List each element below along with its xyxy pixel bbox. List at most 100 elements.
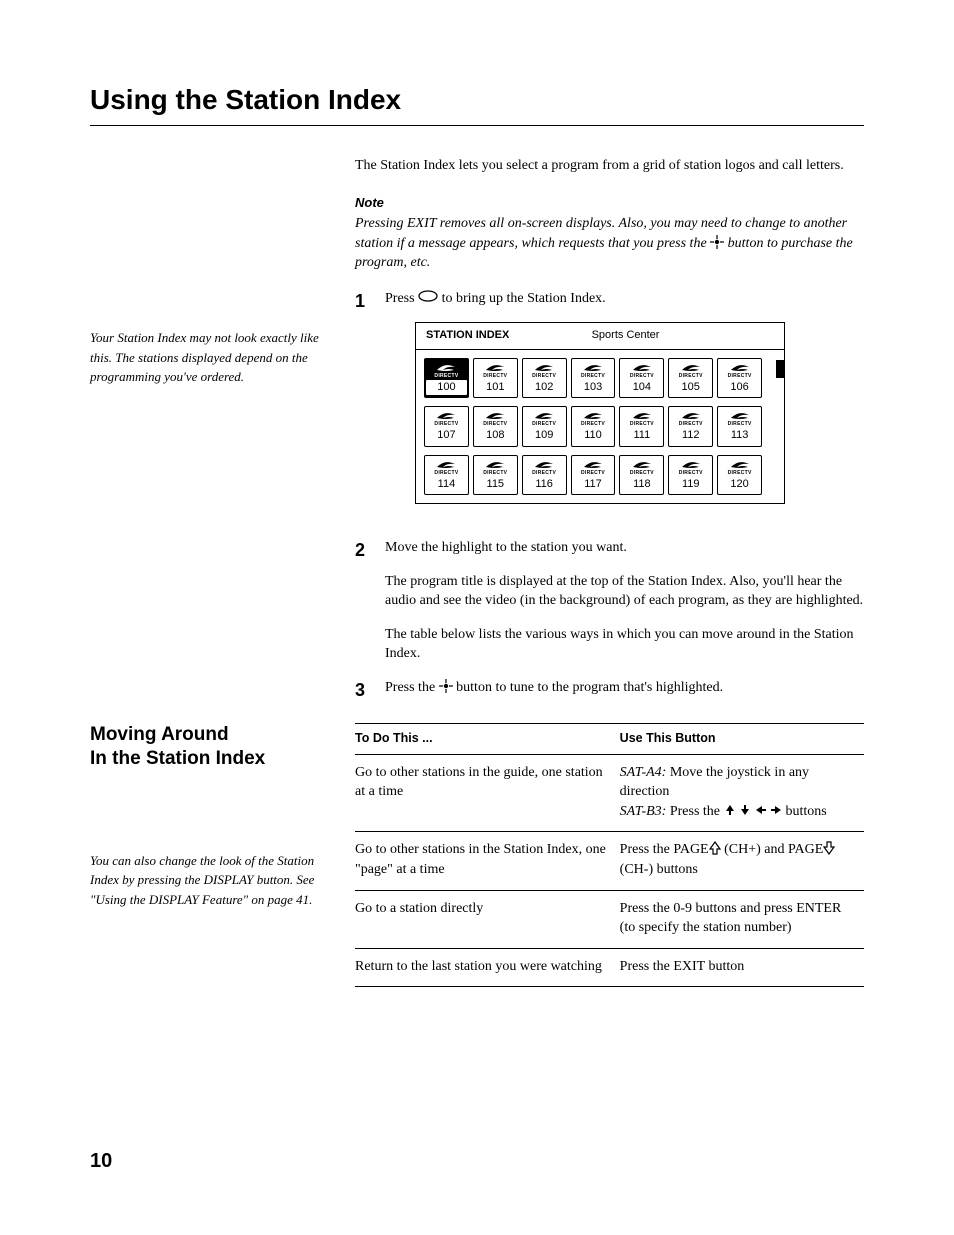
station-brand: DIRECTV <box>474 374 517 379</box>
step-3: 3 Press the button to tune to the progra… <box>355 678 864 703</box>
station-brand: DIRECTV <box>425 471 468 476</box>
station-row: DIRECTV100DIRECTV101DIRECTV102DIRECTV103… <box>424 358 762 398</box>
station-cell: DIRECTV109 <box>522 406 567 446</box>
station-number: 119 <box>669 477 712 492</box>
sat-b3-after: buttons <box>786 804 827 819</box>
table-cell-left: Go to a station directly <box>355 890 620 948</box>
station-number: 100 <box>426 380 467 395</box>
station-cell: DIRECTV107 <box>424 406 469 446</box>
station-row: DIRECTV107DIRECTV108DIRECTV109DIRECTV110… <box>424 406 762 446</box>
table-cell-left: Go to other stations in the Station Inde… <box>355 832 620 890</box>
station-brand: DIRECTV <box>718 374 761 379</box>
station-brand: DIRECTV <box>669 422 712 427</box>
joystick-press-icon <box>439 678 453 698</box>
table-row: Go to other stations in the guide, one s… <box>355 754 864 832</box>
station-index-figure: STATION INDEX Sports Center DIRECTV100DI… <box>415 322 785 504</box>
step-2: 2 Move the highlight to the station you … <box>355 538 864 664</box>
navigation-table: To Do This ... Use This Button Go to oth… <box>355 723 864 987</box>
station-cell: DIRECTV117 <box>571 455 616 495</box>
step-2-p2: The program title is displayed at the to… <box>385 572 864 611</box>
table-row: Go to a station directly Press the 0-9 b… <box>355 890 864 948</box>
station-number: 116 <box>523 477 566 492</box>
station-number: 114 <box>425 477 468 492</box>
station-number: 117 <box>572 477 615 492</box>
step-2-number: 2 <box>355 538 371 664</box>
station-number: 110 <box>572 428 615 443</box>
page-up-icon <box>709 842 721 857</box>
station-cell: DIRECTV106 <box>717 358 762 398</box>
station-number: 111 <box>620 428 663 443</box>
table-cell-left: Return to the last station you were watc… <box>355 948 620 987</box>
figure-header-left: STATION INDEX <box>416 323 582 348</box>
scrollbar-thumb <box>776 360 784 378</box>
station-brand: DIRECTV <box>523 422 566 427</box>
station-brand: DIRECTV <box>718 471 761 476</box>
side-note-2: You can also change the look of the Stat… <box>90 851 335 910</box>
station-number: 109 <box>523 428 566 443</box>
step-1-after: to bring up the Station Index. <box>438 291 606 306</box>
step-1-before: Press <box>385 291 418 306</box>
intro-text: The Station Index lets you select a prog… <box>355 156 864 176</box>
station-number: 108 <box>474 428 517 443</box>
station-cell: DIRECTV113 <box>717 406 762 446</box>
station-brand: DIRECTV <box>474 471 517 476</box>
station-brand: DIRECTV <box>425 374 468 379</box>
station-number: 102 <box>523 380 566 395</box>
table-row: Return to the last station you were watc… <box>355 948 864 987</box>
station-number: 115 <box>474 477 517 492</box>
station-brand: DIRECTV <box>620 422 663 427</box>
step-3-after: button to tune to the program that's hig… <box>453 680 723 695</box>
station-number: 112 <box>669 428 712 443</box>
arrow-up-icon <box>724 804 736 819</box>
station-cell: DIRECTV104 <box>619 358 664 398</box>
station-number: 118 <box>620 477 663 492</box>
station-number: 113 <box>718 428 761 443</box>
row2-after: (CH-) buttons <box>620 862 698 877</box>
table-cell-right: Press the PAGE (CH+) and PAGE (CH-) butt… <box>620 832 864 890</box>
step-1-number: 1 <box>355 289 371 524</box>
arrow-right-icon <box>770 804 782 819</box>
joystick-press-icon <box>710 234 724 254</box>
step-2-p3: The table below lists the various ways i… <box>385 625 864 664</box>
station-cell: DIRECTV120 <box>717 455 762 495</box>
station-cell: DIRECTV102 <box>522 358 567 398</box>
step-3-number: 3 <box>355 678 371 703</box>
note-heading: Note <box>355 194 864 212</box>
row2-mid: (CH+) and PAGE <box>721 842 824 857</box>
station-cell: DIRECTV105 <box>668 358 713 398</box>
table-cell-left: Go to other stations in the guide, one s… <box>355 754 620 832</box>
table-col1-header: To Do This ... <box>355 724 620 755</box>
station-brand: DIRECTV <box>572 374 615 379</box>
station-number: 105 <box>669 380 712 395</box>
table-cell-right: Press the 0-9 buttons and press ENTER (t… <box>620 890 864 948</box>
station-brand: DIRECTV <box>474 422 517 427</box>
arrow-down-icon <box>739 804 751 819</box>
station-cell: DIRECTV112 <box>668 406 713 446</box>
station-brand: DIRECTV <box>523 471 566 476</box>
station-cell: DIRECTV114 <box>424 455 469 495</box>
section2-heading-line1: Moving Around <box>90 723 335 747</box>
section2-heading-line2: In the Station Index <box>90 747 335 771</box>
step-1: 1 Press to bring up the Station Index. S… <box>355 289 864 524</box>
sat-a4-label: SAT-A4: <box>620 765 667 780</box>
station-brand: DIRECTV <box>523 374 566 379</box>
page-number: 10 <box>90 1147 112 1175</box>
station-brand: DIRECTV <box>572 471 615 476</box>
station-cell: DIRECTV108 <box>473 406 518 446</box>
table-cell-right: Press the EXIT button <box>620 948 864 987</box>
sat-b3-text: Press the <box>666 804 720 819</box>
figure-header-right: Sports Center <box>582 323 670 348</box>
table-cell-right: SAT-A4: Move the joystick in any directi… <box>620 754 864 832</box>
station-row: DIRECTV114DIRECTV115DIRECTV116DIRECTV117… <box>424 455 762 495</box>
station-brand: DIRECTV <box>669 471 712 476</box>
station-cell: DIRECTV101 <box>473 358 518 398</box>
arrow-left-icon <box>755 804 767 819</box>
note-body: Pressing EXIT removes all on-screen disp… <box>355 214 864 273</box>
oval-button-icon <box>418 289 438 309</box>
side-note-1: Your Station Index may not look exactly … <box>90 328 335 387</box>
station-brand: DIRECTV <box>572 422 615 427</box>
station-brand: DIRECTV <box>425 422 468 427</box>
page-title: Using the Station Index <box>90 80 864 126</box>
table-row: Go to other stations in the Station Inde… <box>355 832 864 890</box>
step-2-p1: Move the highlight to the station you wa… <box>385 538 864 558</box>
